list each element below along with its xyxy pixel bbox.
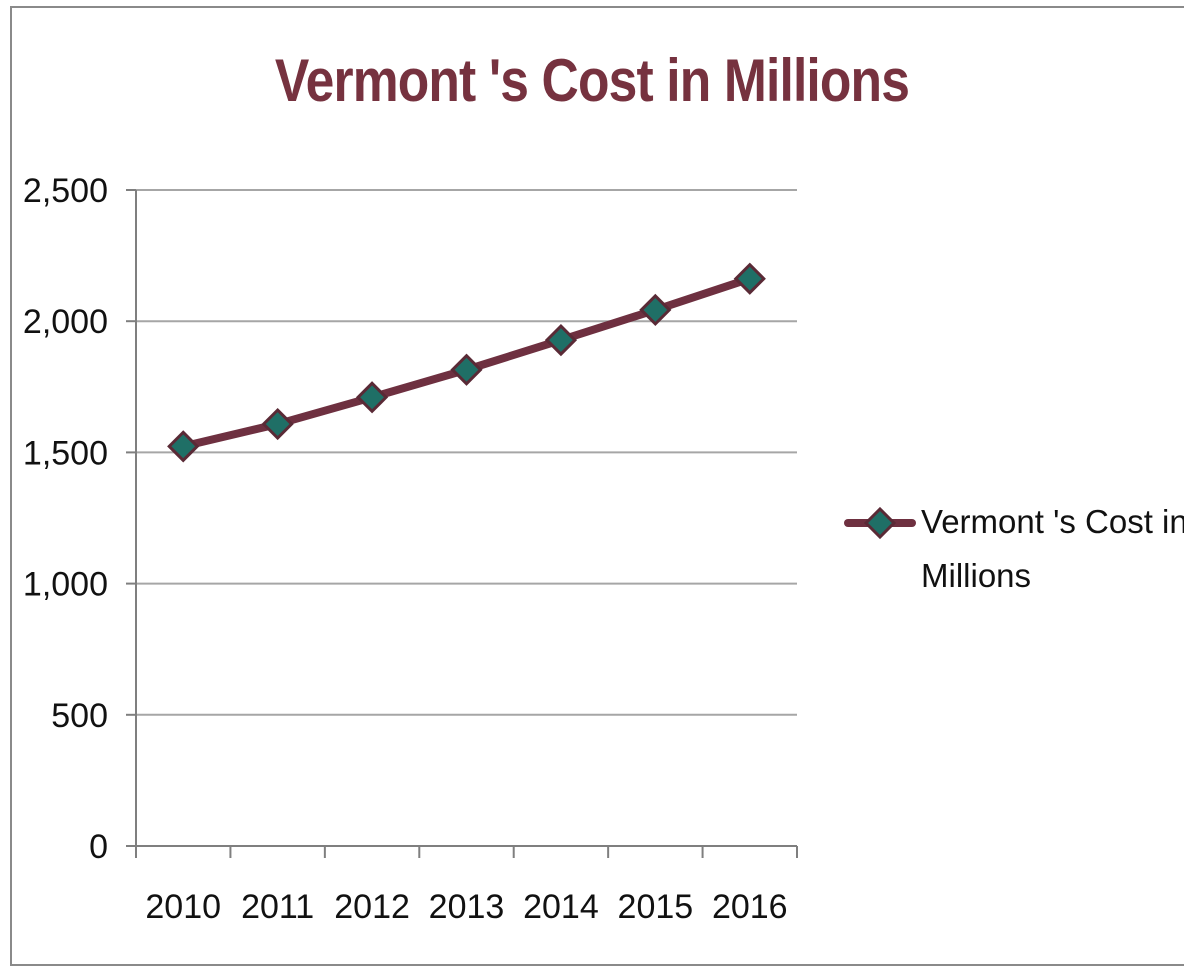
x-axis-ticks: 2010 2011 2012 2013 2014 2015 2016	[135, 846, 798, 926]
data-point-marker	[355, 381, 389, 414]
axes	[135, 190, 797, 847]
data-point-marker	[261, 407, 294, 441]
y-tick-label: 2,000	[23, 303, 108, 341]
data-point-marker	[639, 293, 672, 327]
chart-title: Vermont 's Cost in Millions	[274, 47, 910, 114]
data-point-marker	[733, 262, 766, 295]
x-tick-label: 2015	[618, 888, 694, 926]
x-tick-label: 2014	[523, 888, 599, 926]
x-tick-label: 2016	[712, 888, 788, 926]
y-tick-label: 1,000	[23, 566, 108, 604]
legend-marker	[863, 506, 897, 540]
y-tick-label: 500	[51, 697, 108, 735]
series-group	[167, 262, 766, 463]
x-tick-label: 2012	[334, 888, 410, 926]
x-tick-label: 2010	[145, 888, 221, 926]
legend-label: Vermont 's Cost in	[921, 503, 1184, 540]
x-tick-label: 2011	[241, 888, 314, 926]
gridlines	[136, 189, 797, 716]
data-point-marker	[450, 353, 483, 386]
legend: Vermont 's Cost in Millions	[844, 503, 1184, 594]
legend-label: Millions	[921, 557, 1031, 594]
x-tick-label: 2013	[429, 888, 505, 926]
y-tick-label: 2,500	[23, 172, 108, 210]
y-tick-label: 1,500	[23, 434, 108, 472]
y-tick-label: 0	[89, 828, 108, 866]
y-axis-ticks: 0 500 1,000 1,500 2,000 2,500	[23, 172, 136, 866]
data-point-marker	[544, 323, 578, 357]
data-point-marker	[167, 430, 200, 463]
